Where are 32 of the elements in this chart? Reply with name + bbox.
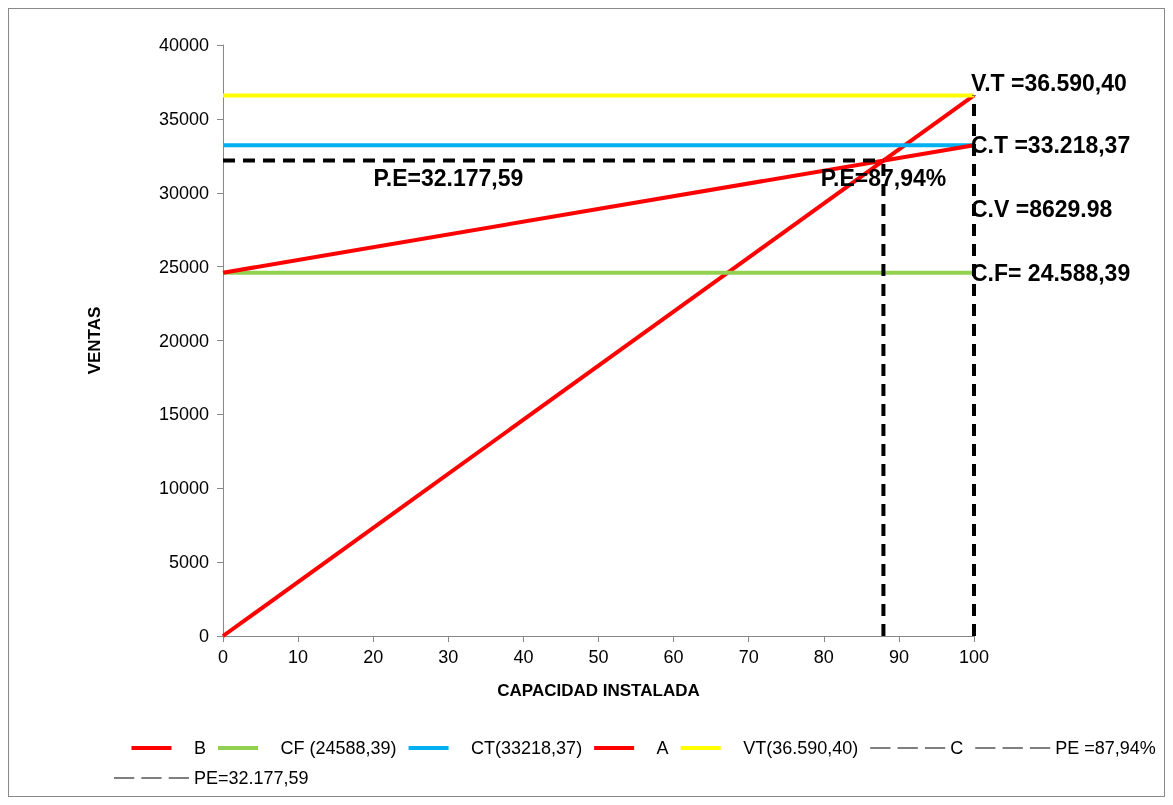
x-tick-label: 90 [888, 647, 909, 667]
x-tick-label: 70 [738, 647, 759, 667]
y-tick-label: 30000 [158, 182, 209, 203]
legend-label: B [194, 738, 207, 758]
legend-label: PE =87,94% [1055, 738, 1156, 758]
legend-label: C [950, 738, 964, 758]
legend-label: A [656, 738, 669, 758]
y-axis-title: VENTAS [85, 306, 104, 375]
x-tick-label: 20 [363, 647, 384, 667]
x-tick-label: 100 [958, 647, 990, 667]
x-tick-label: 10 [288, 647, 309, 667]
y-tick-label: 40000 [158, 35, 209, 55]
x-tick-label: 80 [813, 647, 834, 667]
annotation: P.E=32.177,59 [373, 165, 524, 192]
x-tick-label: 40 [513, 647, 534, 667]
x-tick-label: 0 [217, 647, 229, 667]
y-tick-label: 35000 [158, 108, 209, 129]
legend-label: VT(36.590,40) [743, 738, 859, 758]
legend-label: CF (24588,39) [280, 738, 397, 758]
x-tick-label: 50 [588, 647, 609, 667]
y-tick-label: 0 [198, 626, 209, 646]
y-tick-label: 10000 [158, 478, 209, 499]
annotation: V.T =36.590,40 [971, 70, 1127, 97]
x-tick-label: 60 [663, 647, 684, 667]
y-tick-label: 5000 [168, 552, 209, 573]
x-tick-label: 30 [438, 647, 459, 667]
y-tick-label: 20000 [158, 330, 209, 351]
x-axis-title: CAPACIDAD INSTALADA [497, 681, 700, 700]
legend-label: PE=32.177,59 [194, 768, 309, 788]
legend-label: CT(33218,37) [471, 738, 583, 758]
y-tick-label: 25000 [158, 256, 209, 277]
y-tick-label: 15000 [158, 404, 209, 425]
